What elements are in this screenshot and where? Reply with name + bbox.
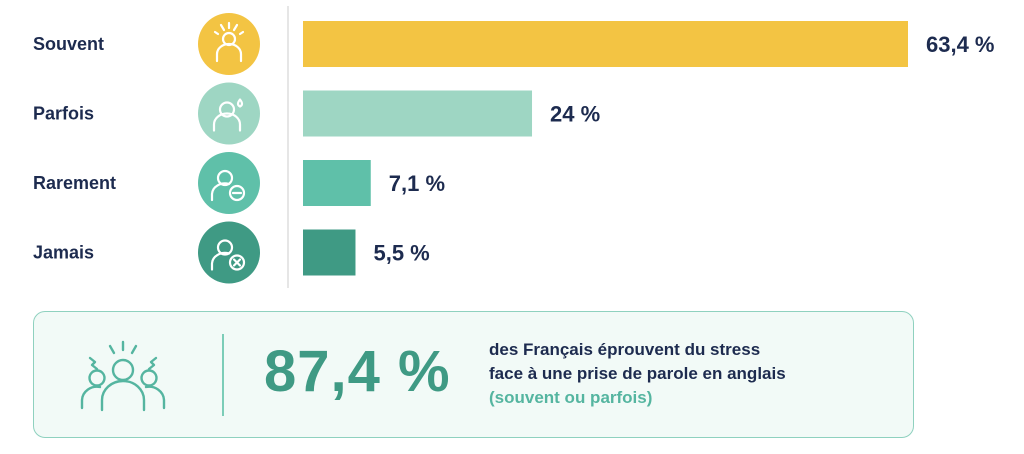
category-label: Rarement — [33, 173, 116, 193]
sweating-person-icon — [198, 82, 260, 145]
summary-percentage: 87,4 % — [264, 339, 451, 404]
bar — [303, 90, 533, 137]
value-label: 24 % — [550, 102, 600, 127]
summary-line-2: face à une prise de parole en anglais — [489, 364, 786, 383]
category-label: Souvent — [33, 34, 104, 54]
frequency-bar-chart: Souvent 63,4 % Parfois 24 % Rarement 7,1 % Jam… — [33, 6, 995, 288]
value-label: 5,5 % — [373, 241, 429, 266]
person-minus-icon — [198, 152, 260, 214]
bar — [303, 160, 371, 206]
bar — [303, 229, 356, 276]
summary-divider — [222, 334, 224, 416]
bar — [303, 21, 908, 67]
value-label: 63,4 % — [926, 32, 995, 57]
value-label: 7,1 % — [389, 171, 445, 196]
summary-line-1: des Français éprouvent du stress — [489, 340, 761, 359]
person-cross-icon — [198, 221, 260, 284]
summary-panel: 87,4 % des Français éprouvent du stress … — [33, 311, 914, 438]
category-label: Parfois — [33, 104, 94, 124]
category-label: Jamais — [33, 243, 94, 263]
stressed-person-icon — [198, 13, 260, 75]
summary-text: des Français éprouvent du stress face à … — [489, 338, 786, 410]
summary-note: (souvent ou parfois) — [489, 388, 653, 407]
stressed-group-icon — [80, 340, 166, 412]
